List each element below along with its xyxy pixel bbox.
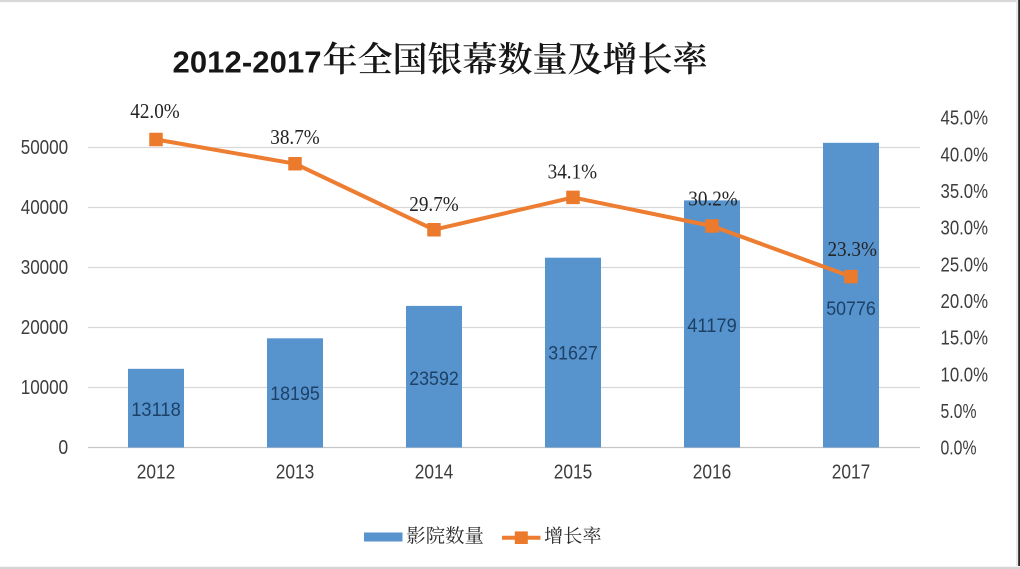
svg-text:38.7%: 38.7% bbox=[270, 125, 320, 149]
svg-text:30.2%: 30.2% bbox=[688, 187, 738, 211]
svg-text:13118: 13118 bbox=[131, 400, 181, 421]
svg-text:20.0%: 20.0% bbox=[941, 291, 989, 313]
svg-text:34.1%: 34.1% bbox=[548, 160, 598, 184]
svg-text:2015: 2015 bbox=[554, 462, 593, 484]
svg-text:10.0%: 10.0% bbox=[941, 364, 989, 386]
svg-text:18195: 18195 bbox=[270, 384, 320, 405]
svg-text:25.0%: 25.0% bbox=[941, 254, 989, 276]
svg-text:45.0%: 45.0% bbox=[941, 108, 989, 130]
svg-text:23592: 23592 bbox=[409, 369, 459, 390]
svg-text:15.0%: 15.0% bbox=[941, 328, 989, 350]
svg-text:0: 0 bbox=[58, 437, 68, 459]
svg-text:50776: 50776 bbox=[826, 299, 876, 320]
svg-text:40000: 40000 bbox=[21, 197, 69, 219]
svg-text:2012: 2012 bbox=[137, 462, 176, 484]
svg-text:2016: 2016 bbox=[693, 462, 732, 484]
svg-text:31627: 31627 bbox=[548, 344, 598, 365]
svg-text:35.0%: 35.0% bbox=[941, 181, 989, 203]
svg-text:0.0%: 0.0% bbox=[941, 438, 977, 460]
svg-text:2017: 2017 bbox=[832, 462, 871, 484]
svg-text:42.0%: 42.0% bbox=[130, 99, 180, 123]
svg-text:50000: 50000 bbox=[21, 137, 69, 159]
svg-text:29.7%: 29.7% bbox=[409, 192, 459, 216]
svg-text:30.0%: 30.0% bbox=[941, 218, 989, 240]
svg-text:41179: 41179 bbox=[687, 316, 737, 337]
svg-text:30000: 30000 bbox=[21, 257, 69, 279]
svg-text:10000: 10000 bbox=[21, 377, 69, 399]
svg-text:20000: 20000 bbox=[21, 317, 69, 339]
svg-text:2014: 2014 bbox=[415, 462, 454, 484]
svg-text:2013: 2013 bbox=[276, 462, 315, 484]
svg-text:23.3%: 23.3% bbox=[827, 237, 877, 261]
svg-text:40.0%: 40.0% bbox=[941, 144, 989, 166]
svg-text:2012-2017: 2012-2017 bbox=[173, 45, 322, 80]
svg-text:5.0%: 5.0% bbox=[941, 401, 977, 423]
